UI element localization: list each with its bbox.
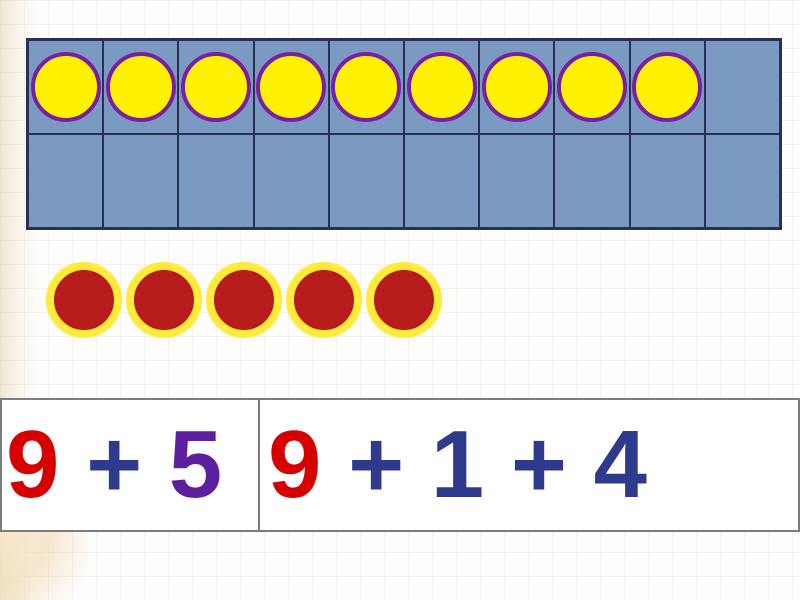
ten-frame <box>26 38 782 230</box>
equation-token: + <box>321 417 430 513</box>
yellow-counter <box>632 52 702 122</box>
yellow-counter <box>106 52 176 122</box>
red-counter <box>366 262 442 338</box>
answer-area: 9 + 5 9 + 1 + 4 <box>0 398 800 532</box>
ten-frame-cell <box>554 134 629 228</box>
ten-frame-cell <box>103 134 178 228</box>
red-counter <box>126 262 202 338</box>
equation-box-right: 9 + 1 + 4 <box>258 398 800 532</box>
yellow-counter <box>407 52 477 122</box>
ten-frame-cell <box>254 40 329 134</box>
red-counter <box>286 262 362 338</box>
equation-token: 9 <box>6 417 59 513</box>
equation-token: + <box>59 417 168 513</box>
ten-frame-cell <box>329 134 404 228</box>
red-counter <box>206 262 282 338</box>
ten-frame-cell <box>630 40 705 134</box>
yellow-counter <box>557 52 627 122</box>
equation-token: 9 <box>268 417 321 513</box>
ten-frame-cell <box>329 40 404 134</box>
ten-frame-cell <box>178 134 253 228</box>
ten-frame-cell <box>178 40 253 134</box>
ten-frame-cell <box>479 40 554 134</box>
ten-frame-cell <box>103 40 178 134</box>
ten-frame-cell <box>630 134 705 228</box>
equation-token: 5 <box>169 417 222 513</box>
ten-frame-cell <box>404 40 479 134</box>
ten-frame-cell <box>404 134 479 228</box>
ten-frame-cell <box>554 40 629 134</box>
yellow-counter <box>256 52 326 122</box>
ten-frame-cell <box>705 40 780 134</box>
ten-frame-cell <box>28 40 103 134</box>
ten-frame-cell <box>28 134 103 228</box>
yellow-counter <box>31 52 101 122</box>
equation-box-left: 9 + 5 <box>0 398 260 532</box>
equation-token: + <box>484 417 593 513</box>
yellow-counter <box>181 52 251 122</box>
ten-frame-cell <box>479 134 554 228</box>
slide-canvas: 9 + 5 9 + 1 + 4 <box>0 0 800 600</box>
loose-counter-row <box>46 262 442 338</box>
equation-token: 4 <box>594 417 647 513</box>
yellow-counter <box>482 52 552 122</box>
equation-token: 1 <box>431 417 484 513</box>
ten-frame-cell <box>254 134 329 228</box>
red-counter <box>46 262 122 338</box>
ten-frame-cell <box>705 134 780 228</box>
yellow-counter <box>331 52 401 122</box>
